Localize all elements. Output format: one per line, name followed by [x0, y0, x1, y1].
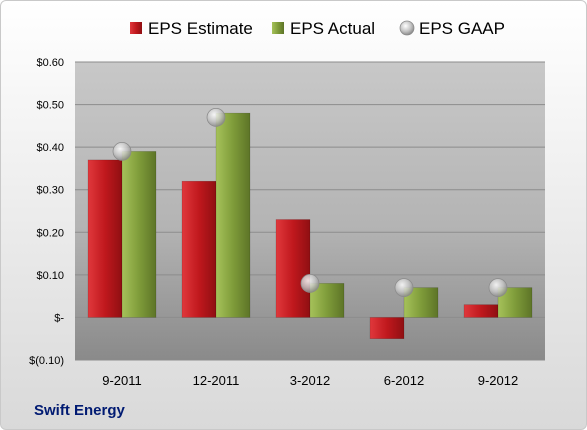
- y-tick-label: $0.50: [36, 100, 64, 112]
- x-tick-label: 9-2011: [102, 373, 142, 388]
- eps-estimate-bar: [275, 219, 311, 318]
- eps-estimate-bar: [87, 159, 123, 318]
- x-tick-label: 9-2012: [478, 373, 518, 388]
- legend-label-eps-estimate: EPS Estimate: [148, 19, 253, 38]
- y-tick-label: $0.10: [36, 270, 64, 282]
- x-tick-label: 3-2012: [290, 373, 330, 388]
- legend-swatch-eps-gaap: [399, 20, 415, 36]
- eps-actual-bar: [121, 151, 157, 318]
- y-tick-label: $0.40: [36, 142, 64, 154]
- y-tick-label: $0.20: [36, 227, 64, 239]
- eps-gaap-marker: [206, 107, 226, 127]
- legend-swatch-eps-actual: [272, 22, 284, 34]
- x-tick-label: 12-2011: [193, 373, 240, 388]
- eps-estimate-bar: [463, 304, 499, 318]
- legend-label-eps-actual: EPS Actual: [290, 19, 375, 38]
- y-tick-label: $-: [54, 312, 64, 324]
- eps-actual-bar: [215, 112, 251, 318]
- eps-gaap-marker: [488, 278, 508, 298]
- y-tick-label: $0.60: [36, 57, 64, 69]
- eps-gaap-marker: [300, 273, 320, 293]
- y-tick-label: $0.30: [36, 185, 64, 197]
- eps-estimate-bar: [181, 180, 217, 318]
- legend-swatch-eps-estimate: [130, 22, 142, 34]
- legend-label-eps-gaap: EPS GAAP: [419, 19, 505, 38]
- x-tick-label: 6-2012: [384, 373, 424, 388]
- eps-gaap-marker: [112, 142, 132, 161]
- company-name: Swift Energy: [34, 402, 125, 419]
- y-tick-label: $(0.10): [29, 355, 64, 367]
- eps-gaap-marker: [394, 278, 414, 298]
- eps-estimate-bar: [369, 317, 405, 339]
